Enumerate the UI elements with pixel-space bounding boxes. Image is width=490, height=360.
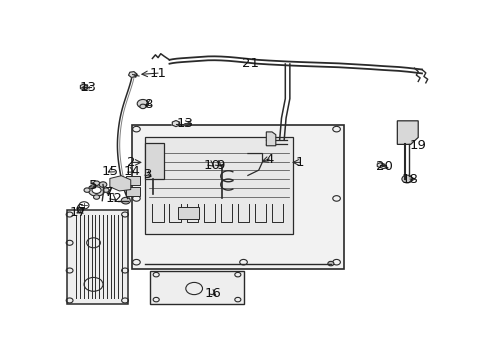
Circle shape: [84, 188, 90, 192]
Circle shape: [150, 177, 156, 181]
Circle shape: [121, 197, 130, 204]
Circle shape: [92, 187, 101, 193]
Circle shape: [140, 104, 146, 109]
Polygon shape: [150, 270, 244, 304]
Polygon shape: [128, 72, 137, 77]
FancyBboxPatch shape: [126, 187, 140, 195]
Polygon shape: [267, 132, 276, 146]
Text: 1: 1: [295, 156, 304, 169]
Text: 18: 18: [401, 172, 418, 185]
Text: 5: 5: [89, 179, 98, 193]
Polygon shape: [172, 121, 179, 127]
Polygon shape: [397, 121, 418, 144]
Circle shape: [88, 184, 105, 196]
Circle shape: [328, 261, 334, 266]
Polygon shape: [110, 176, 131, 191]
Text: 11: 11: [149, 67, 167, 80]
Bar: [178, 207, 199, 219]
Text: 20: 20: [376, 160, 392, 173]
Text: 17: 17: [70, 206, 87, 219]
Text: 13: 13: [176, 117, 193, 130]
Bar: [131, 125, 344, 269]
Bar: [145, 143, 164, 179]
Circle shape: [99, 182, 107, 187]
Text: 8: 8: [144, 98, 152, 111]
Text: 3: 3: [144, 167, 152, 180]
Circle shape: [94, 195, 99, 199]
Circle shape: [103, 188, 109, 192]
Text: 19: 19: [410, 139, 427, 152]
Text: 9: 9: [216, 159, 224, 172]
Circle shape: [94, 181, 99, 185]
Polygon shape: [80, 84, 88, 90]
Text: 21: 21: [242, 57, 259, 69]
Circle shape: [402, 175, 413, 183]
Text: 15: 15: [101, 165, 119, 178]
Text: 2: 2: [127, 156, 136, 169]
Circle shape: [150, 192, 156, 197]
Text: 14: 14: [123, 165, 140, 178]
Text: 16: 16: [205, 287, 221, 300]
Text: 4: 4: [265, 153, 273, 166]
Bar: [145, 138, 293, 234]
Bar: [67, 210, 128, 304]
Text: 6: 6: [75, 203, 84, 216]
Text: 10: 10: [204, 159, 221, 172]
Text: 7: 7: [104, 186, 113, 199]
Circle shape: [137, 99, 148, 108]
Polygon shape: [377, 163, 383, 168]
FancyBboxPatch shape: [126, 176, 140, 185]
Text: 13: 13: [79, 81, 97, 94]
Text: 12: 12: [106, 193, 123, 206]
